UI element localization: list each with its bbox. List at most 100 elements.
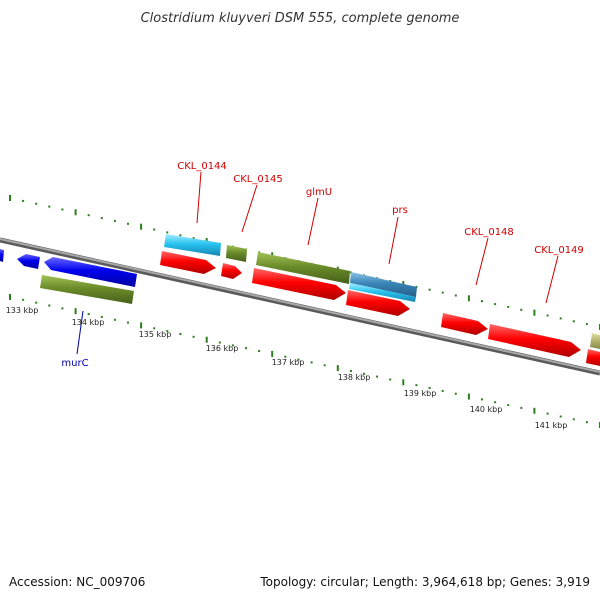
gene-label-murC[interactable]: murC	[61, 358, 88, 369]
gene-red-edge[interactable]	[586, 349, 600, 366]
tick-mark	[428, 387, 431, 389]
scale-label-141: 141 kbp	[535, 421, 568, 430]
gene-olive-murC[interactable]	[40, 275, 134, 304]
tick-mark	[271, 350, 274, 357]
gene-cyan-2[interactable]	[349, 283, 416, 302]
tick-mark	[441, 389, 444, 392]
gene-cyan-1[interactable]	[164, 234, 221, 256]
tick-mark	[35, 301, 38, 304]
reverse-cds-track	[0, 249, 137, 304]
tick-mark	[22, 298, 25, 301]
gene-red-glmU[interactable]	[252, 268, 346, 300]
scale-label-135: 135 kbp	[139, 330, 172, 339]
tick-mark	[467, 295, 470, 302]
tick-mark	[336, 365, 339, 372]
tick-mark	[140, 322, 143, 329]
gene-label-CKL_0145[interactable]: CKL_0145	[233, 174, 283, 185]
tick-mark	[323, 364, 326, 367]
tick-mark	[9, 294, 11, 300]
gene-red-CKL_0148[interactable]	[441, 313, 488, 335]
tick-mark	[87, 214, 90, 217]
tick-mark	[258, 350, 261, 352]
gene-red-prs[interactable]	[346, 290, 410, 316]
tick-mark	[192, 335, 195, 338]
tick-mark	[74, 209, 77, 216]
tick-mark	[441, 291, 444, 294]
tick-mark	[153, 228, 156, 231]
tick-mark	[205, 336, 208, 343]
gene-label-CKL_0144[interactable]: CKL_0144	[177, 161, 227, 172]
tick-mark	[559, 317, 562, 320]
scale-label-133: 133 kbp	[6, 306, 39, 315]
tick-mark	[127, 222, 129, 225]
tick-mark	[48, 205, 51, 208]
tick-mark	[454, 294, 457, 297]
tick-mark	[153, 327, 156, 330]
tick-mark	[585, 323, 588, 326]
tick-mark	[284, 355, 287, 358]
tick-mark	[140, 223, 143, 230]
tick-mark	[559, 415, 562, 418]
inner-tick-ring	[9, 294, 600, 428]
gene-blue-edge[interactable]	[0, 249, 4, 262]
tick-mark	[481, 300, 483, 303]
tick-mark	[74, 308, 77, 315]
gene-olive-1[interactable]	[226, 245, 247, 262]
tick-mark	[520, 308, 523, 311]
gene-label-CKL_0149[interactable]: CKL_0149	[534, 245, 584, 256]
accession-text: Accession: NC_009706	[9, 575, 145, 589]
gene-red-CKL_0144[interactable]	[160, 251, 216, 274]
tick-mark	[481, 398, 483, 401]
tick-mark	[349, 271, 352, 274]
tick-mark	[533, 407, 536, 414]
tick-mark	[231, 344, 234, 347]
gene-blue-small[interactable]	[17, 254, 40, 269]
gene-steelblue-prs[interactable]	[350, 272, 417, 297]
tick-mark	[546, 314, 549, 317]
map-title: Clostridium kluyveri DSM 555, complete g…	[141, 11, 460, 26]
scale-label-140: 140 kbp	[470, 405, 503, 414]
tick-mark	[113, 318, 116, 321]
tick-mark	[22, 199, 25, 202]
tick-mark	[127, 321, 129, 324]
gene-label-glmU[interactable]: glmU	[306, 187, 332, 198]
forward-cds-track	[164, 234, 600, 349]
gene-khaki-1[interactable]	[590, 333, 600, 349]
scale-label-137: 137 kbp	[272, 358, 305, 367]
tick-mark	[48, 304, 51, 307]
tick-mark	[546, 412, 549, 415]
tick-mark	[166, 330, 169, 333]
tick-mark	[507, 404, 510, 407]
gene-red-CKL_0145[interactable]	[221, 263, 242, 279]
gene-label-prs[interactable]: prs	[392, 205, 408, 216]
tick-mark	[363, 372, 365, 375]
tick-mark	[376, 375, 379, 378]
tick-mark	[428, 288, 431, 291]
scale-label-134: 134 kbp	[72, 318, 105, 327]
gene-blue-large[interactable]	[44, 257, 137, 287]
tick-mark	[572, 418, 575, 421]
tick-mark	[507, 305, 510, 308]
scale-label-138: 138 kbp	[338, 373, 371, 382]
tick-mark	[9, 195, 11, 201]
gene-olive-glmU[interactable]	[256, 252, 350, 284]
tick-mark	[467, 393, 470, 400]
gene-label-CKL_0148[interactable]: CKL_0148	[464, 227, 514, 238]
topology-text: Topology: circular; Length: 3,964,618 bp…	[259, 575, 590, 589]
genome-backbone	[0, 237, 600, 376]
tick-mark	[61, 307, 64, 310]
tick-mark	[389, 378, 392, 381]
tick-mark	[520, 406, 523, 409]
tick-mark	[87, 313, 90, 316]
gene-labels: CKL_0144 CKL_0145 glmU prs CKL_0148 CKL_…	[61, 161, 583, 369]
tick-mark	[179, 333, 182, 335]
tick-mark	[494, 303, 497, 306]
tick-mark	[572, 320, 575, 323]
tick-mark	[113, 219, 116, 222]
tick-mark	[245, 347, 247, 350]
tick-mark	[585, 421, 588, 424]
tick-mark	[192, 237, 195, 240]
forward-red-track	[160, 251, 600, 366]
gene-red-CKL_0149[interactable]	[488, 324, 581, 357]
